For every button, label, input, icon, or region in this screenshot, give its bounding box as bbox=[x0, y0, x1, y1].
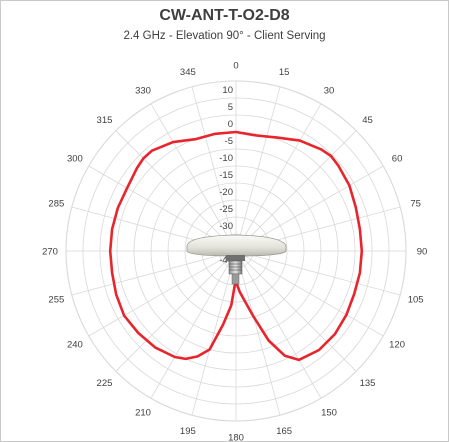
puck-base bbox=[226, 255, 245, 261]
angle-tick-label: 300 bbox=[67, 154, 83, 165]
radial-tick-label: -10 bbox=[219, 153, 233, 164]
grid-spoke bbox=[236, 131, 356, 251]
radial-tick-label: 0 bbox=[228, 119, 233, 130]
grid-spoke bbox=[72, 251, 236, 295]
angle-tick-label: 15 bbox=[279, 67, 290, 78]
angle-tick-label: 210 bbox=[135, 408, 151, 419]
angle-tick-label: 195 bbox=[180, 426, 196, 437]
grid-spoke bbox=[236, 251, 356, 371]
puck-body bbox=[187, 235, 286, 256]
radial-tick-label: -25 bbox=[219, 204, 233, 215]
angle-tick-label: 285 bbox=[48, 198, 64, 209]
radial-tick-label: -5 bbox=[225, 136, 233, 147]
radial-tick-label: 5 bbox=[228, 102, 233, 113]
radial-tick-label: -20 bbox=[219, 187, 233, 198]
grid-spoke bbox=[236, 251, 321, 398]
angle-tick-label: 120 bbox=[389, 340, 405, 351]
angle-tick-label: 45 bbox=[362, 115, 373, 126]
antenna-stem bbox=[229, 261, 242, 274]
grid-spoke bbox=[236, 251, 400, 295]
angle-tick-label: 255 bbox=[48, 295, 64, 306]
radial-tick-label: 10 bbox=[222, 85, 233, 96]
angle-tick-label: 0 bbox=[233, 61, 238, 72]
grid-spoke bbox=[116, 251, 236, 371]
grid-spoke bbox=[236, 87, 280, 251]
radial-tick-label: -30 bbox=[219, 221, 233, 232]
angle-tick-label: 165 bbox=[276, 426, 292, 437]
grid-spoke bbox=[192, 251, 236, 415]
antenna-device-icon bbox=[187, 235, 286, 284]
angle-tick-label: 150 bbox=[321, 408, 337, 419]
angle-tick-label: 345 bbox=[180, 67, 196, 78]
angle-tick-label: 315 bbox=[97, 115, 113, 126]
angle-tick-label: 135 bbox=[360, 378, 376, 389]
angle-tick-label: 75 bbox=[410, 198, 421, 209]
angle-tick-label: 225 bbox=[97, 378, 113, 389]
grid-spoke bbox=[116, 131, 236, 251]
angle-tick-label: 270 bbox=[42, 247, 58, 258]
angle-tick-label: 90 bbox=[417, 247, 428, 258]
angle-tick-label: 180 bbox=[228, 433, 244, 442]
grid-spoke bbox=[236, 104, 321, 251]
angle-tick-label: 240 bbox=[67, 340, 83, 351]
angle-tick-label: 30 bbox=[324, 85, 335, 96]
angle-tick-label: 330 bbox=[135, 85, 151, 96]
radial-tick-label: -15 bbox=[219, 170, 233, 181]
grid-spoke bbox=[236, 251, 280, 415]
angle-tick-label: 60 bbox=[392, 154, 403, 165]
antenna-connector bbox=[232, 274, 239, 284]
angle-tick-label: 105 bbox=[408, 295, 424, 306]
